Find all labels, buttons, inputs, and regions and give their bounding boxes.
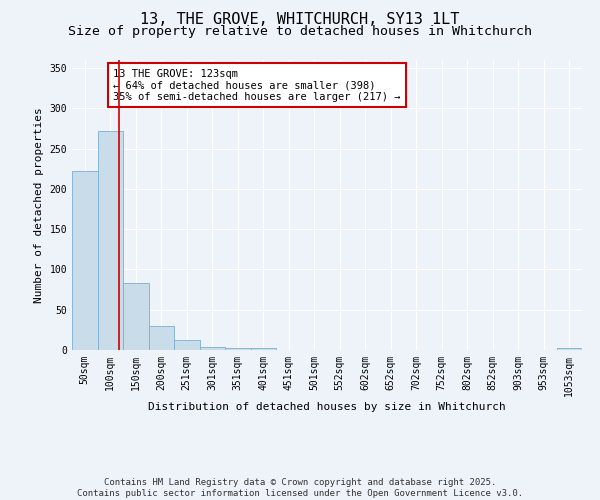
- Text: 13 THE GROVE: 123sqm
← 64% of detached houses are smaller (398)
35% of semi-deta: 13 THE GROVE: 123sqm ← 64% of detached h…: [113, 68, 400, 102]
- Bar: [174, 340, 199, 350]
- X-axis label: Distribution of detached houses by size in Whitchurch: Distribution of detached houses by size …: [148, 402, 506, 411]
- Bar: [72, 171, 97, 350]
- Bar: [199, 347, 225, 350]
- Text: Size of property relative to detached houses in Whitchurch: Size of property relative to detached ho…: [68, 25, 532, 38]
- Bar: [123, 283, 149, 350]
- Bar: [149, 326, 174, 350]
- Bar: [97, 131, 123, 350]
- Bar: [225, 348, 251, 350]
- Bar: [251, 348, 276, 350]
- Bar: [557, 348, 582, 350]
- Y-axis label: Number of detached properties: Number of detached properties: [34, 107, 44, 303]
- Text: 13, THE GROVE, WHITCHURCH, SY13 1LT: 13, THE GROVE, WHITCHURCH, SY13 1LT: [140, 12, 460, 28]
- Text: Contains HM Land Registry data © Crown copyright and database right 2025.
Contai: Contains HM Land Registry data © Crown c…: [77, 478, 523, 498]
